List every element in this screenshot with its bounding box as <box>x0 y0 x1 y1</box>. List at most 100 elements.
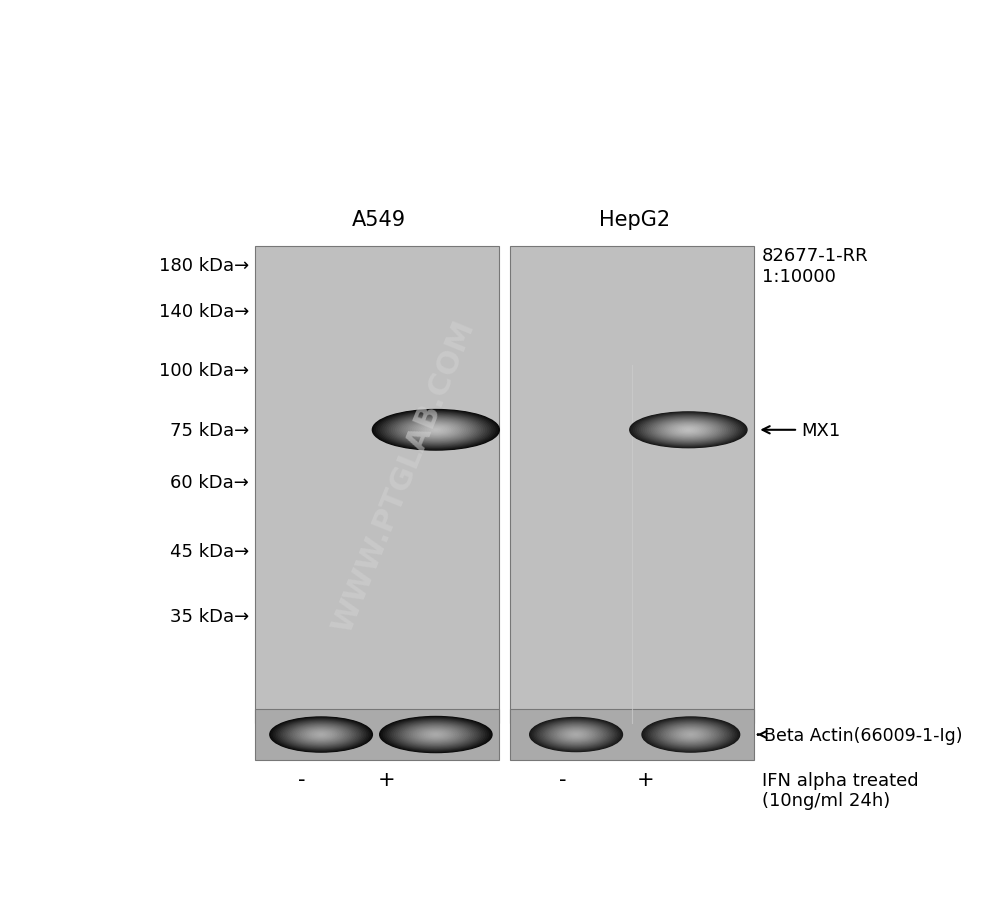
Ellipse shape <box>548 724 604 745</box>
Ellipse shape <box>541 722 612 748</box>
Ellipse shape <box>413 423 459 437</box>
Ellipse shape <box>270 717 372 752</box>
Text: -: - <box>559 769 567 789</box>
Ellipse shape <box>681 428 696 433</box>
Ellipse shape <box>683 428 694 432</box>
Ellipse shape <box>663 422 714 438</box>
Ellipse shape <box>665 423 712 437</box>
Text: +: + <box>378 769 396 789</box>
Ellipse shape <box>287 723 355 746</box>
Text: Beta Actin(66009-1-Ig): Beta Actin(66009-1-Ig) <box>758 726 962 744</box>
Ellipse shape <box>383 413 489 447</box>
Ellipse shape <box>669 424 708 437</box>
Ellipse shape <box>553 726 599 743</box>
Ellipse shape <box>652 721 730 749</box>
Ellipse shape <box>427 428 444 433</box>
Ellipse shape <box>568 732 584 738</box>
Ellipse shape <box>643 417 733 444</box>
Ellipse shape <box>423 731 449 739</box>
Ellipse shape <box>408 726 464 744</box>
Ellipse shape <box>419 425 453 436</box>
Ellipse shape <box>670 727 712 742</box>
Ellipse shape <box>679 731 702 739</box>
Ellipse shape <box>383 718 488 751</box>
Ellipse shape <box>531 718 621 751</box>
Ellipse shape <box>313 732 330 738</box>
Ellipse shape <box>644 718 738 751</box>
Ellipse shape <box>302 728 340 741</box>
Ellipse shape <box>432 733 440 736</box>
Ellipse shape <box>402 419 470 441</box>
Text: IFN alpha treated
(10ng/ml 24h): IFN alpha treated (10ng/ml 24h) <box>762 771 919 810</box>
Ellipse shape <box>434 429 438 431</box>
Ellipse shape <box>573 733 579 736</box>
Ellipse shape <box>400 419 472 442</box>
Text: 60 kDa→: 60 kDa→ <box>170 474 249 492</box>
Text: MX1: MX1 <box>763 421 840 439</box>
Ellipse shape <box>686 733 696 736</box>
Ellipse shape <box>632 413 745 447</box>
Ellipse shape <box>655 722 727 748</box>
Ellipse shape <box>398 419 474 443</box>
Text: A549: A549 <box>352 210 406 230</box>
Text: 180 kDa→: 180 kDa→ <box>159 257 249 275</box>
Ellipse shape <box>659 421 718 439</box>
Ellipse shape <box>389 416 482 446</box>
Ellipse shape <box>649 720 733 750</box>
Ellipse shape <box>575 734 578 735</box>
Ellipse shape <box>423 427 449 435</box>
Ellipse shape <box>408 421 463 439</box>
Ellipse shape <box>284 722 359 748</box>
Ellipse shape <box>645 418 731 444</box>
Ellipse shape <box>661 422 716 438</box>
Ellipse shape <box>318 733 325 736</box>
Ellipse shape <box>686 429 690 431</box>
Text: 45 kDa→: 45 kDa→ <box>170 543 249 561</box>
Ellipse shape <box>551 725 601 744</box>
Text: WWW.PTGLAB.COM: WWW.PTGLAB.COM <box>328 316 480 637</box>
Ellipse shape <box>297 726 345 743</box>
Bar <box>510 247 754 723</box>
Ellipse shape <box>301 728 342 741</box>
Ellipse shape <box>421 426 451 435</box>
Ellipse shape <box>530 718 622 751</box>
Ellipse shape <box>645 718 736 751</box>
Ellipse shape <box>406 421 465 440</box>
Ellipse shape <box>404 724 468 745</box>
Ellipse shape <box>314 732 328 737</box>
Ellipse shape <box>306 730 336 740</box>
Ellipse shape <box>653 419 724 441</box>
Ellipse shape <box>377 411 495 449</box>
Ellipse shape <box>675 729 707 741</box>
Ellipse shape <box>397 723 475 748</box>
Ellipse shape <box>545 723 607 746</box>
Ellipse shape <box>285 723 357 747</box>
Ellipse shape <box>387 719 485 750</box>
Ellipse shape <box>311 732 331 738</box>
Ellipse shape <box>660 723 722 746</box>
Ellipse shape <box>679 428 698 433</box>
Ellipse shape <box>570 732 582 737</box>
Ellipse shape <box>544 723 609 747</box>
Ellipse shape <box>393 721 479 749</box>
Ellipse shape <box>316 733 326 736</box>
Ellipse shape <box>307 730 335 740</box>
Ellipse shape <box>547 724 605 745</box>
Ellipse shape <box>425 427 446 434</box>
Ellipse shape <box>387 415 485 446</box>
Ellipse shape <box>647 719 735 750</box>
Ellipse shape <box>421 730 451 740</box>
Bar <box>255 247 499 723</box>
Ellipse shape <box>417 729 455 741</box>
Ellipse shape <box>550 725 602 744</box>
Ellipse shape <box>430 733 441 737</box>
Ellipse shape <box>277 720 366 750</box>
Ellipse shape <box>689 734 692 735</box>
Ellipse shape <box>668 726 714 743</box>
Text: 100 kDa→: 100 kDa→ <box>159 362 249 380</box>
Ellipse shape <box>415 424 457 437</box>
Ellipse shape <box>413 728 458 742</box>
Ellipse shape <box>683 732 699 738</box>
Ellipse shape <box>636 414 741 446</box>
Ellipse shape <box>304 729 338 741</box>
